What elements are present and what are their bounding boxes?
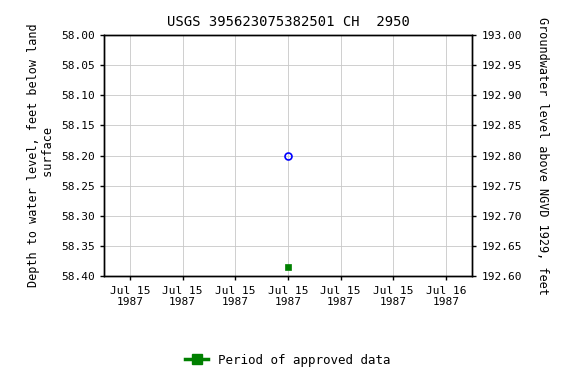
Y-axis label: Groundwater level above NGVD 1929, feet: Groundwater level above NGVD 1929, feet xyxy=(536,17,549,295)
Y-axis label: Depth to water level, feet below land
 surface: Depth to water level, feet below land su… xyxy=(27,24,55,287)
Title: USGS 395623075382501 CH  2950: USGS 395623075382501 CH 2950 xyxy=(166,15,410,29)
Legend: Period of approved data: Period of approved data xyxy=(180,349,396,372)
